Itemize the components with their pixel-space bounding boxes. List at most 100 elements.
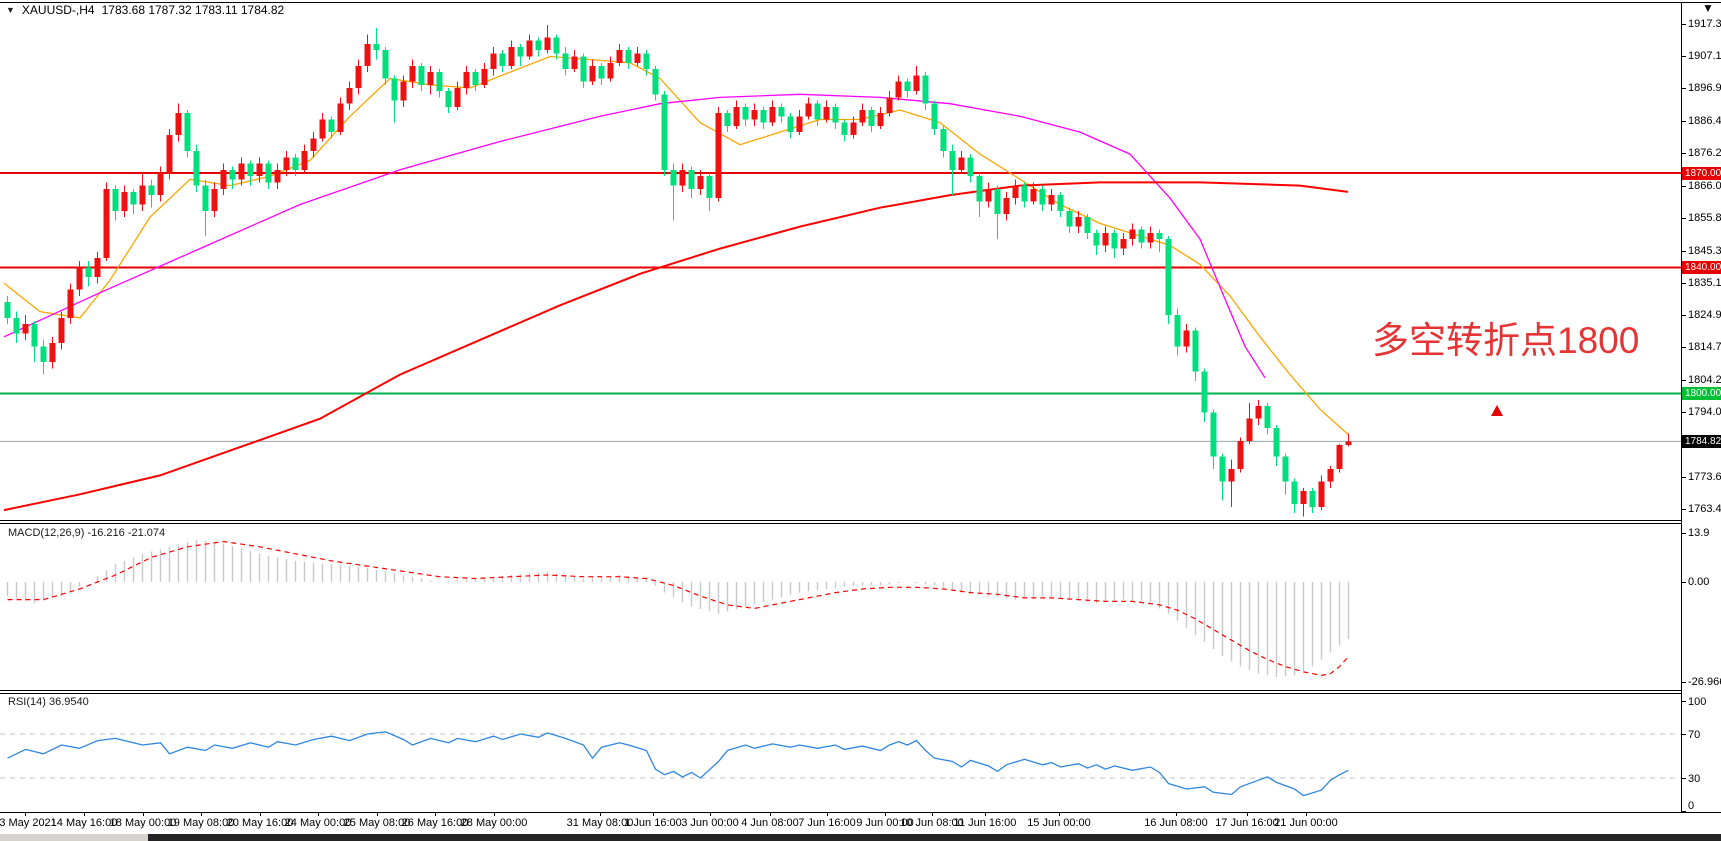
price-level-badge: 1800.00 (1682, 387, 1721, 400)
time-axis-label[interactable]: 4 Jun 08:00 (741, 817, 799, 829)
price-axis-label: 1855.80 (1688, 211, 1721, 224)
time-axis-tick (600, 812, 601, 816)
time-axis-label[interactable]: 3 Jun 00:00 (681, 817, 739, 829)
time-axis-label[interactable]: 9 Jun 00:00 (856, 817, 914, 829)
macd-axis-label: -26.966 (1688, 676, 1721, 688)
rsi-axis-label: 70 (1688, 729, 1701, 741)
price-axis-label: 1866.00 (1688, 179, 1721, 192)
macd-axis-tick (1681, 533, 1686, 534)
price-level-badge: 1840.00 (1682, 261, 1721, 274)
time-axis-label[interactable]: 25 May 08:00 (343, 817, 411, 829)
price-axis-tick (1681, 88, 1686, 90)
time-axis-tick (885, 812, 886, 816)
macd-panel-bottom-border[interactable] (0, 690, 1681, 691)
time-axis-label[interactable]: 7 Jun 16:00 (798, 817, 856, 829)
time-axis-tick (260, 812, 261, 816)
annotation-text: 多空转折点1800 (1372, 320, 1640, 361)
ohlc-values: 1783.68 1787.32 1783.11 1784.82 (101, 3, 285, 17)
rsi-layer (0, 731, 1681, 797)
time-axis-label[interactable]: 28 May 00:00 (460, 817, 528, 829)
rsi-indicator-label: RSI(14) 36.9540 (8, 696, 89, 708)
time-axis-tick (827, 812, 828, 816)
price-axis-tick (1681, 412, 1686, 414)
time-axis-tick (710, 812, 711, 816)
time-axis-tick (25, 812, 26, 816)
rsi-panel-top-border[interactable] (0, 693, 1681, 694)
medium-ma (3, 93, 1266, 379)
time-axis-label[interactable]: 31 May 08:00 (566, 817, 634, 829)
price-axis-tick (1681, 24, 1686, 25)
price-axis-label: 1773.60 (1688, 470, 1721, 483)
time-axis-label[interactable]: 14 May 16:00 (50, 817, 118, 829)
time-axis-tick (318, 812, 319, 816)
macd-layer (6, 539, 1350, 678)
time-axis-tick (84, 812, 85, 816)
price-axis-tick (1681, 380, 1686, 382)
macd-axis-tick (1681, 682, 1686, 683)
moving-averages-layer (3, 55, 1349, 512)
rsi-axis-label: 100 (1688, 696, 1707, 708)
time-axis-label[interactable]: 1 Jun 16:00 (624, 817, 682, 829)
time-axis-tick (1306, 812, 1307, 816)
price-axis-label: 1814.70 (1688, 341, 1721, 354)
candles-layer (4, 24, 1352, 517)
price-axis-label: 1845.30 (1688, 244, 1721, 257)
rsi-axis-label: 0 (1688, 800, 1695, 812)
time-axis-label[interactable]: 19 May 08:00 (167, 817, 235, 829)
chart-header: ▼ XAUUSD-,H4 1783.68 1787.32 1783.11 178… (6, 3, 284, 17)
price-axis-label: 1763.40 (1688, 502, 1721, 515)
macd-axis-label: 0.00 (1688, 576, 1710, 588)
price-axis-label: 1794.00 (1688, 406, 1721, 419)
price-axis-border[interactable] (1681, 2, 1682, 812)
time-axis-label[interactable]: 13 May 2021 (0, 817, 57, 829)
macd-axis-tick (1681, 582, 1686, 583)
chart-top-border (0, 2, 1721, 3)
time-axis-tick (770, 812, 771, 816)
horizontal-scrollbar-thumb[interactable] (148, 834, 1721, 841)
buy-signal-arrow-icon[interactable] (1491, 405, 1503, 416)
time-axis-label[interactable]: 10 Jun 08:00 (900, 817, 964, 829)
price-axis-tick (1681, 282, 1686, 284)
time-axis-label[interactable]: 16 Jun 08:00 (1144, 817, 1208, 829)
time-axis-label[interactable]: 11 Jun 16:00 (953, 817, 1017, 829)
macd-axis-label: 13.9 (1688, 527, 1710, 539)
price-axis-tick (1681, 508, 1686, 510)
time-axis-tick (985, 812, 986, 816)
collapse-panel-icon[interactable]: ▼ (1702, 1, 1714, 15)
time-axis-tick (1247, 812, 1248, 816)
price-axis-tick (1681, 185, 1686, 187)
slow-ma (3, 181, 1349, 512)
price-axis-label: 1876.20 (1688, 147, 1721, 160)
symbol-timeframe-label: XAUUSD-,H4 (21, 3, 95, 17)
time-axis-label[interactable]: 26 May 16:00 (401, 817, 469, 829)
price-axis-label: 1835.10 (1688, 276, 1721, 289)
price-axis-label: 1804.20 (1688, 374, 1721, 387)
rsi-axis-tick (1681, 778, 1686, 779)
rsi-panel-bottom-border (0, 812, 1721, 813)
price-axis-tick (1681, 56, 1686, 58)
time-axis-tick (377, 812, 378, 816)
price-axis-label: 1907.10 (1688, 50, 1721, 63)
rsi-axis-tick (1681, 811, 1686, 812)
time-axis-label[interactable]: 24 May 00:00 (284, 817, 352, 829)
time-axis-tick (143, 812, 144, 816)
main-panel-bottom-border[interactable] (0, 520, 1681, 521)
rsi-axis-label: 30 (1688, 773, 1701, 785)
time-axis-label[interactable]: 21 Jun 00:00 (1274, 817, 1338, 829)
price-axis-tick (1681, 476, 1686, 478)
symbol-dropdown-icon[interactable]: ▼ (6, 5, 15, 15)
price-axis-label: 1917.30 (1688, 18, 1721, 30)
time-axis-tick (653, 812, 654, 816)
time-axis-label[interactable]: 17 Jun 16:00 (1215, 817, 1279, 829)
time-axis-label[interactable]: 18 May 00:00 (109, 817, 177, 829)
price-axis-tick (1681, 250, 1686, 252)
rsi-axis-tick (1681, 701, 1686, 702)
rsi-axis-tick (1681, 734, 1686, 735)
time-axis-label[interactable]: 20 May 16:00 (226, 817, 294, 829)
time-axis-tick (932, 812, 933, 816)
price-level-badge: 1870.00 (1682, 166, 1721, 180)
time-axis-label[interactable]: 15 Jun 00:00 (1027, 817, 1091, 829)
price-axis-label: 1896.90 (1688, 82, 1721, 95)
macd-panel-top-border[interactable] (0, 523, 1681, 524)
